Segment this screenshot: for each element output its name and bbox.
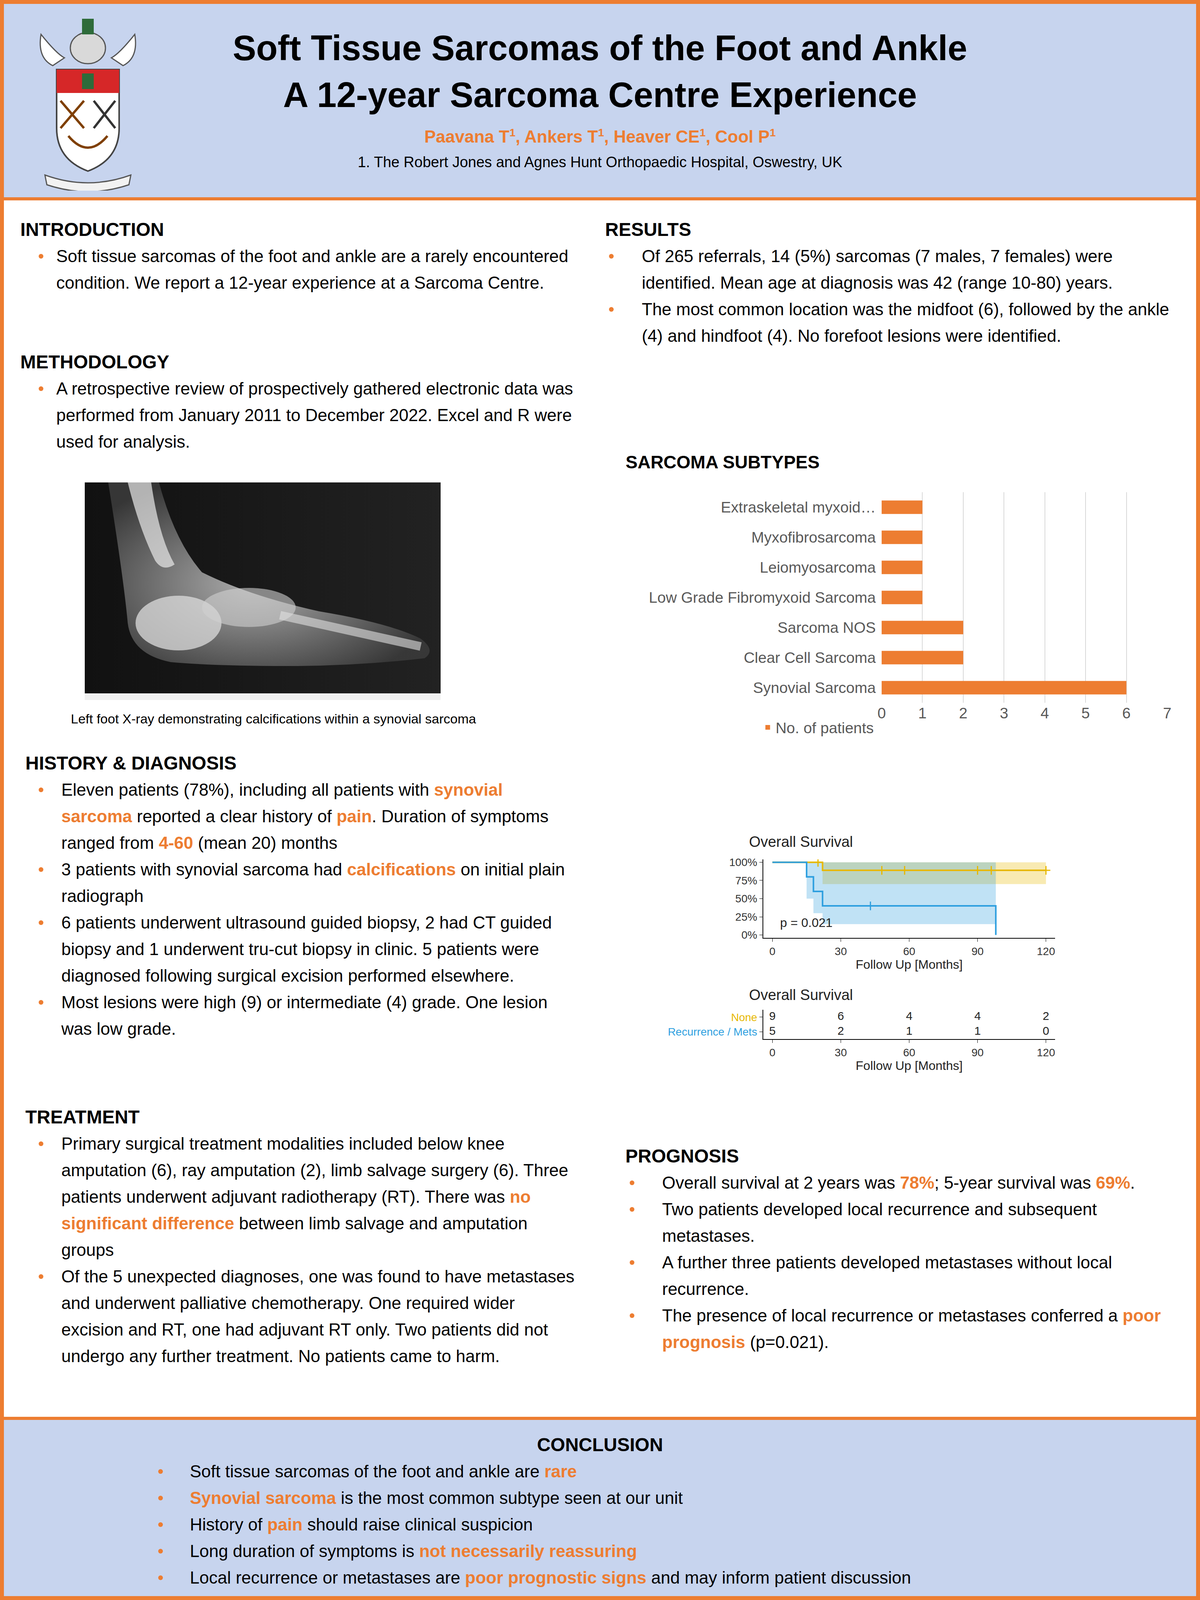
svg-text:Follow Up [Months]: Follow Up [Months] [855,1058,963,1073]
svg-text:Synovial Sarcoma: Synovial Sarcoma [753,679,877,697]
svg-text:4: 4 [1040,704,1050,722]
html-text:3 patients with synovial sarco: 3 patients with synovial sarcoma had cal… [61,859,565,906]
svg-text:Overall Survival: Overall Survival [748,833,853,850]
html-text:Of 265 referrals, 14 (5%) sarc: Of 265 referrals, 14 (5%) sarcomas (7 ma… [641,246,1113,293]
html-text:Paavana T1, Ankers T1, Heaver: Paavana T1, Ankers T1, Heaver CE1, Cool … [424,126,776,146]
svg-text:100%: 100% [729,856,758,869]
svg-text:1: 1 [974,1024,981,1038]
svg-text:30: 30 [834,1046,847,1059]
html-text:Synovial sarcoma is the most c: Synovial sarcoma is the most common subt… [189,1488,683,1508]
svg-text:6: 6 [1122,704,1131,722]
html-text:PROGNOSIS: PROGNOSIS [625,1145,739,1167]
html-text:TREATMENT: TREATMENT [25,1106,140,1128]
svg-text:7: 7 [1162,704,1172,722]
html-text:History of pain should raise c: History of pain should raise clinical su… [189,1514,533,1534]
html-text:A further three patients devel: A further three patients developed metas… [662,1252,1113,1299]
html-text:RESULTS: RESULTS [605,219,692,240]
svg-text:4: 4 [974,1009,981,1023]
html-text:Most lesions were high (9) or: Most lesions were high (9) or intermedia… [61,992,548,1039]
html-text:Left foot X-ray demonstrating: Left foot X-ray demonstrating calcificat… [70,711,477,727]
svg-text:Sarcoma NOS: Sarcoma NOS [777,619,876,636]
html-text:INTRODUCTION: INTRODUCTION [20,219,165,240]
svg-text:6: 6 [837,1009,845,1023]
svg-text:0: 0 [1042,1024,1050,1038]
svg-text:0: 0 [769,945,776,958]
svg-text:2: 2 [1042,1009,1050,1023]
html-text:Overall survival at 2 years wa: Overall survival at 2 years was 78%; 5-y… [662,1173,1135,1193]
svg-text:60: 60 [903,945,916,958]
svg-text:Leiomyosarcoma: Leiomyosarcoma [759,558,876,576]
svg-text:50%: 50% [735,892,758,905]
svg-text:p = 0.021: p = 0.021 [780,915,833,930]
svg-text:5: 5 [769,1024,776,1038]
html-text:6 patients underwent ultrasoun: 6 patients underwent ultrasound guided b… [61,912,552,986]
html-text:A retrospective review of pros: A retrospective review of prospectively … [56,378,574,452]
html-text:Soft tissue sarcomas of the fo: Soft tissue sarcomas of the foot and ank… [56,246,569,293]
html-text:Primary surgical treatment mod: Primary surgical treatment modalities in… [61,1133,569,1260]
svg-text:9: 9 [769,1009,776,1023]
html-text:Soft Tissue Sarcomas of the Fo: Soft Tissue Sarcomas of the Foot and Ank… [232,28,968,68]
svg-text:120: 120 [1036,945,1056,958]
html-text:CONCLUSION: CONCLUSION [536,1434,664,1456]
svg-text:0: 0 [769,1046,776,1059]
svg-text:None: None [730,1011,758,1024]
svg-text:Extraskeletal myxoid…: Extraskeletal myxoid… [720,498,876,516]
svg-text:1: 1 [918,704,927,722]
html-text:The presence of local recurren: The presence of local recurrence or meta… [662,1305,1161,1352]
html-text:Eleven patients (78%), includi: Eleven patients (78%), including all pat… [61,780,549,853]
html-text:Soft tissue sarcomas of the fo: Soft tissue sarcomas of the foot and ank… [189,1461,577,1481]
svg-text:75%: 75% [735,874,758,887]
html-text:Long duration of symptoms is n: Long duration of symptoms is not necessa… [189,1541,637,1561]
svg-text:2: 2 [837,1024,845,1038]
svg-text:60: 60 [903,1046,916,1059]
svg-text:No. of patients: No. of patients [775,719,874,737]
html-text:A 12-year Sarcoma Centre Exper: A 12-year Sarcoma Centre Experience [283,75,917,115]
svg-text:2: 2 [958,704,968,722]
svg-text:0%: 0% [741,928,758,942]
html-text:1. The Robert Jones and Agnes: 1. The Robert Jones and Agnes Hunt Ortho… [357,153,843,171]
svg-text:0: 0 [877,704,886,722]
svg-text:90: 90 [971,1046,984,1059]
svg-text:4: 4 [905,1009,913,1023]
svg-text:1: 1 [905,1024,913,1038]
svg-text:25%: 25% [735,910,758,924]
html-text:METHODOLOGY: METHODOLOGY [20,351,170,373]
svg-text:3: 3 [999,704,1009,722]
svg-text:Follow Up [Months]: Follow Up [Months] [855,957,963,972]
svg-text:90: 90 [971,945,984,958]
svg-text:Recurrence / Mets: Recurrence / Mets [667,1025,758,1038]
html-text:Of the 5 unexpected diagnoses,: Of the 5 unexpected diagnoses, one was f… [61,1266,575,1366]
svg-text:Myxofibrosarcoma: Myxofibrosarcoma [751,528,876,546]
svg-text:Clear Cell Sarcoma: Clear Cell Sarcoma [743,649,876,667]
html-text:The most common location was t: The most common location was the midfoot… [641,299,1170,346]
svg-text:Low Grade Fibromyxoid Sarcoma: Low Grade Fibromyxoid Sarcoma [648,589,876,606]
html-text:Two patients developed local r: Two patients developed local recurrence … [662,1199,1097,1246]
svg-text:Overall Survival: Overall Survival [748,986,853,1004]
html-text:Local recurrence or metastases: Local recurrence or metastases are poor … [189,1567,912,1588]
svg-text:120: 120 [1036,1046,1056,1059]
svg-text:SARCOMA SUBTYPES: SARCOMA SUBTYPES [625,451,820,473]
html-text:HISTORY & DIAGNOSIS: HISTORY & DIAGNOSIS [25,752,237,774]
svg-text:30: 30 [834,945,847,958]
svg-text:5: 5 [1081,704,1090,722]
